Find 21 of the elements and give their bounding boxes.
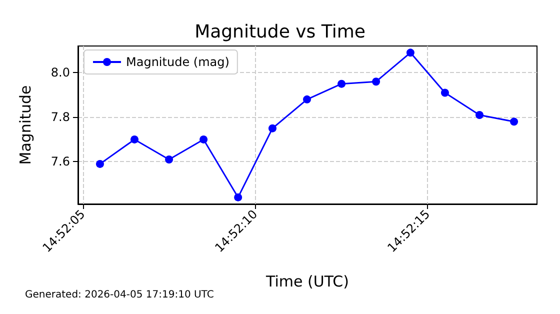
point <box>510 118 518 126</box>
legend-label: Magnitude (mag) <box>126 55 230 69</box>
x-axis-title: Time (UTC) <box>265 272 349 290</box>
chart-title: Magnitude vs Time <box>194 22 366 42</box>
point <box>476 110 484 119</box>
point <box>268 124 276 132</box>
point <box>165 155 174 164</box>
y-tick-label: 7.8 <box>50 110 70 124</box>
point <box>406 48 414 57</box>
point <box>234 193 242 202</box>
point <box>372 78 380 86</box>
text: Generated: 2026-04-05 17:19:10 UTC <box>25 290 214 300</box>
point <box>303 95 312 104</box>
point <box>338 80 346 88</box>
y-tick-label: 7.6 <box>50 154 70 169</box>
y-tick-label: 8.0 <box>50 66 70 80</box>
point <box>200 135 208 144</box>
point <box>96 160 104 168</box>
y-axis-title: Magnitude <box>16 85 34 165</box>
point <box>440 88 449 97</box>
point <box>130 135 139 144</box>
